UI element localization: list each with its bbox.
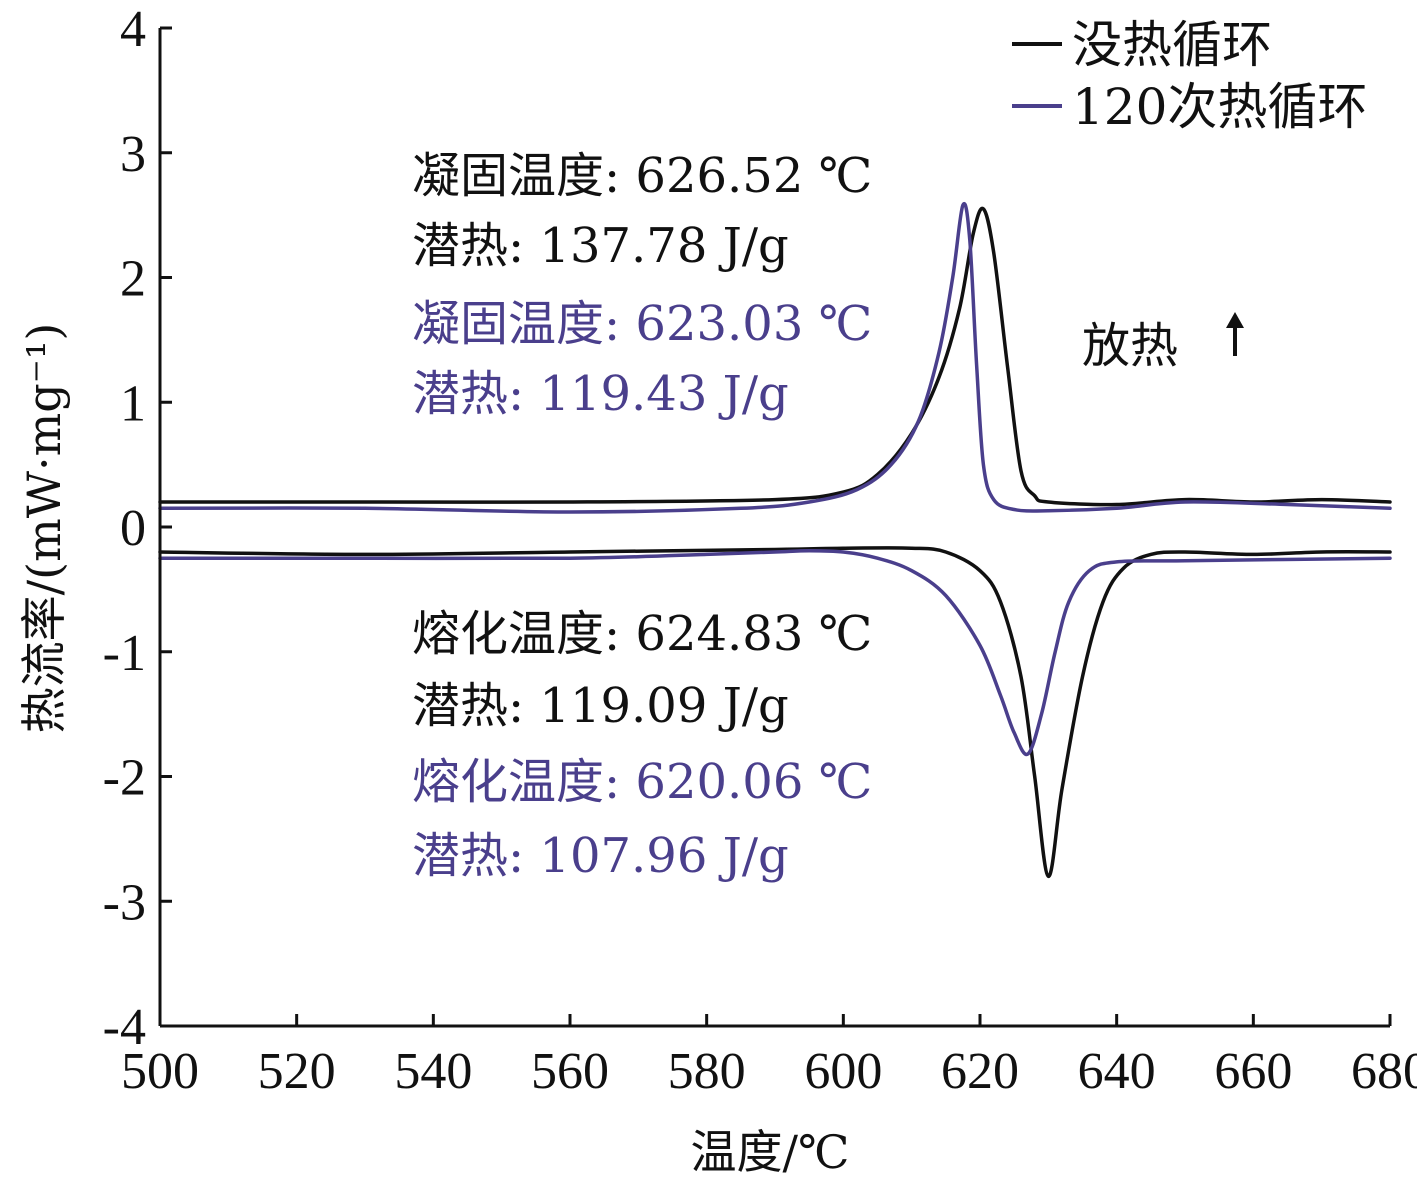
annotation-latent-heat-melt-120-cycles: 潜热: 107.96 J/g (412, 828, 789, 884)
x-tick-label-540: 540 (394, 1043, 472, 1100)
y-tick-label-3: 3 (120, 126, 146, 183)
y-axis-title: 热流率/(mW·mg⁻¹) (17, 323, 71, 734)
annotation-latent-heat-solidify-120-cycles: 潜热: 119.43 J/g (412, 366, 789, 422)
x-tick-label-640: 640 (1078, 1043, 1156, 1100)
up-arrow-icon (1226, 312, 1244, 356)
x-tick-label-620: 620 (941, 1043, 1019, 1100)
x-axis-title: 温度/℃ (691, 1125, 850, 1179)
curves-layer (158, 201, 1392, 879)
annotation-solidify-temp-no-cycle: 凝固温度: 626.52 ℃ (412, 148, 872, 204)
x-tick-label-600: 600 (804, 1043, 882, 1100)
legend: 没热循环 120次热循环 (1012, 16, 1367, 136)
x-tick-label-560: 560 (531, 1043, 609, 1100)
annotation-melt-temp-120-cycles: 熔化温度: 620.06 ℃ (412, 754, 872, 810)
axes-layer: 500 520 540 560 580 600 620 640 660 680 4 3 2 1 0 -1 -2 -… (103, 1, 1417, 1100)
legend-label-120-cycles: 120次热循环 (1072, 78, 1367, 136)
series-line-3 (158, 548, 1392, 757)
y-tick-label--3: -3 (103, 874, 146, 931)
y-tick-label--1: -1 (103, 625, 146, 682)
annotation-solidify-temp-120-cycles: 凝固温度: 623.03 ℃ (412, 296, 872, 352)
legend-label-no-cycle: 没热循环 (1072, 16, 1272, 74)
series-line-0 (158, 206, 1392, 507)
series-line-2 (158, 201, 1392, 514)
y-tick-label--2: -2 (103, 750, 146, 807)
annotation-melt-temp-no-cycle: 熔化温度: 624.83 ℃ (412, 606, 872, 662)
x-tick-label-580: 580 (668, 1043, 746, 1100)
x-tick-label-520: 520 (258, 1043, 336, 1100)
annotation-latent-heat-solidify-no-cycle: 潜热: 137.78 J/g (412, 218, 789, 274)
x-tick-label-660: 660 (1214, 1043, 1292, 1100)
series-line-1 (158, 546, 1392, 879)
y-tick-label-0: 0 (120, 500, 146, 557)
y-tick-label-2: 2 (120, 251, 146, 308)
y-tick-label-1: 1 (120, 375, 146, 432)
annotation-latent-heat-melt-no-cycle: 潜热: 119.09 J/g (412, 678, 789, 734)
x-tick-label-500: 500 (121, 1043, 199, 1100)
y-tick-label--4: -4 (103, 999, 146, 1056)
x-tick-label-680: 680 (1351, 1043, 1417, 1100)
y-tick-label-4: 4 (120, 1, 146, 58)
exothermic-label: 放热 (1082, 318, 1178, 374)
